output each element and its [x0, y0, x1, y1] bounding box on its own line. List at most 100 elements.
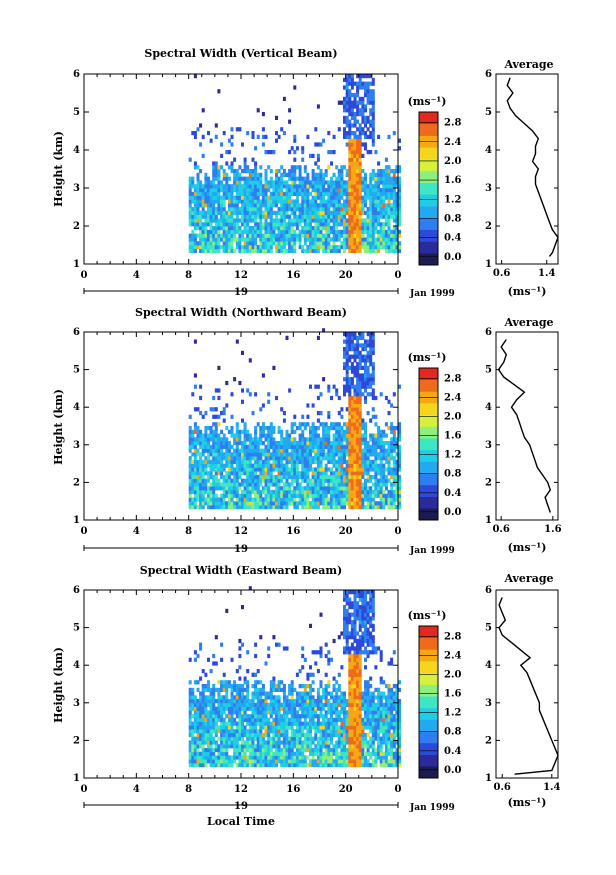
- heatmap-cell: [207, 751, 210, 756]
- heatmap-cell: [345, 195, 349, 200]
- heatmap-cell: [324, 426, 328, 431]
- heatmap-cell: [387, 463, 391, 468]
- heatmap-cell: [275, 169, 278, 174]
- heatmap-cell: [196, 448, 200, 453]
- heatmap-cell: [324, 493, 328, 498]
- heatmap-cell: [306, 207, 310, 212]
- heatmap-cell: [238, 695, 242, 700]
- heatmap-cell: [384, 493, 388, 498]
- heatmap-cell: [243, 169, 247, 174]
- heatmap-cell: [225, 699, 229, 704]
- heatmap-cell: [230, 195, 234, 200]
- heatmap-cell: [335, 486, 339, 491]
- heatmap-cell: [361, 115, 365, 120]
- heatmap-cell: [285, 229, 289, 234]
- heatmap-cell: [275, 744, 278, 749]
- heatmap-cell: [254, 684, 258, 689]
- heatmap-cell: [395, 245, 399, 250]
- heatmap-cell: [188, 459, 192, 464]
- heatmap-cell: [309, 501, 312, 506]
- heatmap-cell: [395, 467, 399, 472]
- heatmap-cell: [201, 706, 205, 711]
- heatmap-cell: [290, 687, 294, 692]
- heatmap-cell: [353, 176, 357, 181]
- heatmap-cell: [272, 635, 276, 640]
- heatmap-cell: [230, 127, 234, 132]
- heatmap-cell: [358, 373, 362, 378]
- heatmap-cell: [298, 210, 302, 215]
- heatmap-cell: [366, 497, 370, 502]
- heatmap-cell: [241, 755, 244, 760]
- heatmap-cell: [214, 725, 218, 730]
- heatmap-cell: [353, 237, 357, 242]
- heatmap-cell: [222, 725, 226, 730]
- heatmap-cell: [398, 437, 401, 442]
- heatmap-cell: [322, 195, 326, 200]
- heatmap-cell: [340, 233, 344, 238]
- heatmap-cell: [207, 203, 210, 208]
- heatmap-cell: [256, 248, 260, 253]
- heatmap-cell: [371, 362, 375, 367]
- heatmap-cell: [235, 127, 239, 132]
- heatmap-cell: [398, 463, 401, 468]
- heatmap-cell: [214, 448, 218, 453]
- heatmap-cell: [356, 104, 360, 109]
- heatmap-cell: [348, 233, 352, 238]
- heatmap-cell: [293, 706, 297, 711]
- heatmap-cell: [212, 702, 216, 707]
- heatmap-cell: [298, 732, 302, 738]
- heatmap-cell: [350, 478, 354, 483]
- heatmap-cell: [369, 184, 373, 189]
- heatmap-cell: [277, 222, 281, 227]
- heatmap-cell: [269, 755, 273, 760]
- heatmap-cell: [272, 222, 276, 227]
- heatmap-cell: [214, 710, 218, 715]
- heatmap-cell: [243, 180, 247, 185]
- heatmap-cell: [199, 740, 203, 745]
- heatmap-cell: [390, 497, 394, 502]
- heatmap-cell: [254, 429, 258, 434]
- heatmap-cell: [290, 241, 294, 246]
- heatmap-cell: [188, 763, 192, 768]
- heatmap-cell: [350, 463, 354, 468]
- heatmap-cell: [337, 233, 341, 238]
- profile-y-tick-label: 5: [485, 107, 492, 118]
- heatmap-cell: [282, 411, 286, 416]
- heatmap-cell: [335, 248, 339, 253]
- heatmap-cell: [235, 744, 239, 749]
- heatmap-cell: [290, 146, 294, 151]
- heatmap-cell: [356, 100, 360, 105]
- heatmap-cell: [238, 710, 242, 715]
- heatmap-cell: [309, 456, 312, 461]
- heatmap-cell: [369, 377, 373, 382]
- heatmap-cell: [238, 691, 242, 696]
- heatmap-cell: [377, 222, 381, 227]
- heatmap-cell: [345, 191, 349, 196]
- heatmap-cell: [379, 195, 383, 200]
- heatmap-cell: [288, 684, 292, 689]
- heatmap-cell: [335, 429, 339, 434]
- heatmap-cell: [196, 127, 200, 132]
- heatmap-cell: [280, 459, 284, 464]
- heatmap-cell: [340, 444, 344, 449]
- heatmap-cell: [364, 459, 367, 464]
- heatmap-cell: [369, 448, 373, 453]
- heatmap-cell: [343, 108, 346, 113]
- heatmap-cell: [301, 229, 305, 234]
- heatmap-cell: [330, 426, 333, 431]
- heatmap-cell: [217, 482, 221, 487]
- heatmap-cell: [374, 463, 378, 468]
- heatmap-cell: [230, 482, 234, 487]
- heatmap-cell: [390, 452, 394, 457]
- heatmap-cell: [259, 172, 263, 177]
- heatmap-cell: [225, 245, 229, 250]
- heatmap-cell: [361, 199, 365, 204]
- heatmap-cell: [293, 717, 297, 722]
- heatmap-cells: [83, 73, 401, 265]
- heatmap-cell: [361, 347, 365, 352]
- heatmap-cell: [306, 452, 310, 457]
- heatmap-cell: [345, 365, 349, 370]
- heatmap-cell: [288, 687, 292, 692]
- heatmap-cell: [280, 191, 284, 196]
- heatmap-cell: [230, 691, 234, 696]
